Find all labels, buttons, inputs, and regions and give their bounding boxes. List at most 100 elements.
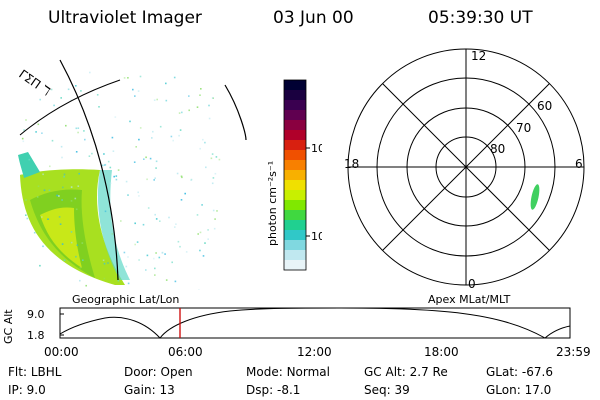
speckle — [134, 243, 136, 246]
xtick-label-2359: 23:59 — [556, 345, 591, 359]
meridian-line — [59, 59, 119, 281]
speckle — [89, 71, 91, 74]
speckle — [63, 259, 66, 261]
speckle — [56, 194, 58, 197]
speckle — [58, 216, 61, 218]
speckle — [103, 277, 106, 280]
speckle — [177, 240, 180, 243]
aurora-emission — [18, 152, 130, 285]
speckle — [154, 274, 156, 276]
glat-value: -67.6 — [521, 365, 553, 379]
speckle — [62, 186, 64, 189]
speckle — [26, 217, 29, 220]
speckle — [158, 256, 161, 259]
xtick-label-1800: 18:00 — [424, 345, 459, 359]
speckle — [60, 97, 62, 99]
speckle — [49, 165, 51, 168]
speckle — [161, 251, 164, 254]
colorbar-swatch — [284, 190, 306, 201]
speckle — [196, 214, 199, 216]
speckle — [180, 175, 183, 178]
colorbar-swatch — [284, 250, 306, 261]
speckle — [80, 90, 82, 92]
speckle — [218, 158, 221, 161]
speckle — [154, 267, 156, 270]
speckle — [103, 153, 105, 155]
speckle — [127, 194, 129, 196]
speckle — [67, 88, 70, 91]
glon-field: GLon: 17.0 — [486, 383, 551, 397]
speckle — [212, 209, 215, 212]
speckle — [136, 241, 139, 243]
colorbar-swatch — [284, 120, 306, 131]
speckle — [213, 227, 216, 230]
polar-grid — [347, 48, 585, 286]
gain-value: 13 — [159, 383, 175, 397]
speckle — [83, 130, 85, 132]
speckle — [37, 123, 40, 126]
speckle — [202, 138, 204, 141]
speckle — [70, 99, 72, 101]
speckle — [207, 229, 209, 231]
speckle — [188, 95, 190, 97]
speckle — [199, 249, 201, 252]
speckle — [71, 241, 73, 244]
door-value: Open — [160, 365, 193, 379]
speckle — [58, 195, 60, 197]
speckle — [25, 199, 27, 201]
speckle — [211, 182, 214, 185]
time-label: 05:39:30 UT — [428, 8, 533, 28]
colorbar-swatch — [284, 230, 306, 241]
speckle — [75, 127, 78, 130]
timeline-ylabel: GC Alt — [2, 309, 15, 344]
glon-label: GLon: — [486, 383, 521, 397]
speckle — [153, 99, 156, 101]
speckle — [138, 195, 140, 197]
speckle — [188, 109, 190, 112]
colorbar-unit-label: photon cm⁻²s⁻¹ — [266, 161, 279, 246]
geo-panel-label: Geographic Lat/Lon — [72, 293, 180, 306]
speckle — [42, 173, 44, 176]
instrument-title: Ultraviolet Imager — [48, 8, 202, 28]
ip-value: 9.0 — [26, 383, 46, 397]
speckle — [199, 147, 201, 150]
speckle — [42, 245, 44, 248]
xtick-label-0000: 00:00 — [44, 345, 79, 359]
speckle — [154, 177, 156, 179]
speckle — [173, 76, 176, 79]
speckle — [143, 158, 145, 160]
speckle — [112, 150, 115, 152]
speckle — [181, 111, 183, 114]
speckle — [211, 97, 214, 99]
colorbar-swatch — [284, 180, 306, 191]
speckle — [176, 172, 179, 175]
speckle — [96, 94, 99, 96]
speckle — [200, 88, 202, 90]
speckle — [174, 280, 177, 283]
speckle — [101, 164, 104, 167]
speckle — [70, 200, 73, 202]
speckle — [63, 173, 66, 176]
altitude-curve — [59, 307, 571, 339]
speckle — [185, 251, 188, 253]
speckle — [133, 161, 136, 163]
speckle — [216, 210, 218, 212]
speckle — [145, 269, 147, 271]
speckle — [21, 137, 24, 140]
speckle — [198, 289, 200, 290]
colorbar: 100 10 photon cm⁻²s⁻¹ — [266, 79, 322, 271]
speckle — [61, 156, 63, 159]
speckle — [179, 245, 181, 248]
polar-aurora-spot — [530, 184, 540, 210]
speckle — [51, 139, 54, 142]
speckle — [123, 251, 126, 254]
speckle — [199, 94, 201, 96]
colorbar-swatch — [284, 130, 306, 141]
speckle — [138, 138, 140, 141]
speckle — [159, 220, 161, 222]
colorbar-tick-label-100: 100 — [311, 142, 322, 155]
speckle — [174, 226, 176, 228]
altitude-timeline: GC Alt 9.0 1.8 00:00 06:00 12:00 18:00 2… — [2, 307, 591, 359]
terminator-arc — [224, 84, 247, 141]
speckle — [134, 222, 136, 225]
